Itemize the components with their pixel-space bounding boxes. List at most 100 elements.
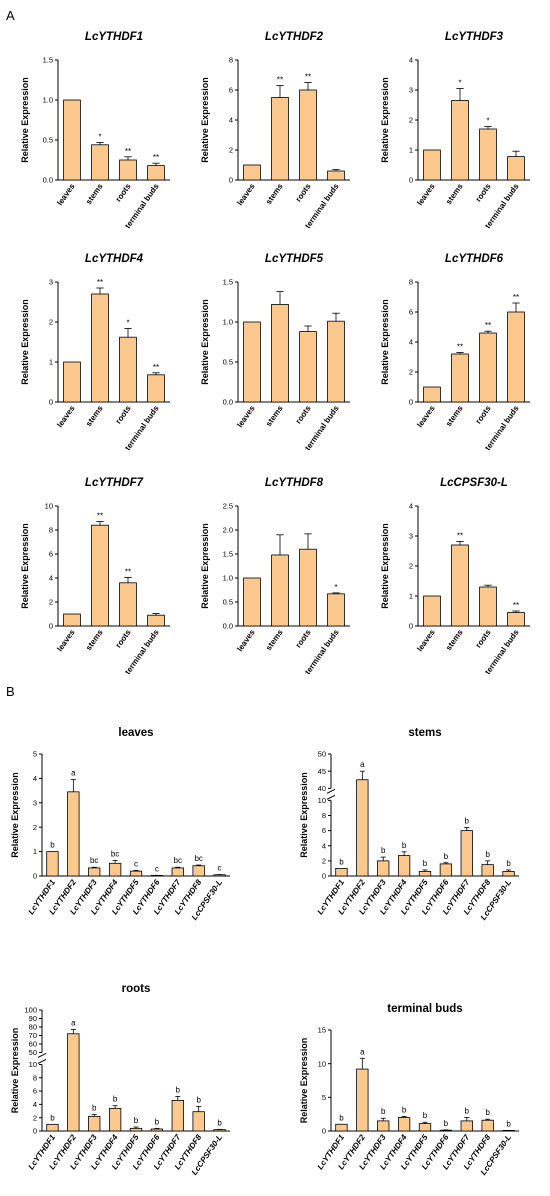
y-tick-label: 1.5 <box>223 278 233 287</box>
x-tick-label: leaves <box>415 182 437 208</box>
x-tick-label: stems <box>444 628 465 653</box>
y-tick-label: 2 <box>33 1113 37 1122</box>
y-tick-label: 0 <box>49 622 53 631</box>
significance-label: ** <box>153 363 159 372</box>
significance-label: b <box>444 1119 449 1128</box>
bar-roots <box>119 159 137 181</box>
significance-label: a <box>71 769 76 778</box>
y-tick-label: 3 <box>409 532 413 541</box>
y-tick-label: 0.0 <box>223 622 233 631</box>
significance-label: b <box>485 1108 490 1117</box>
y-axis-label: Relative Expression <box>10 772 20 858</box>
axis-break-mark <box>326 788 336 794</box>
bar-lcythdf5 <box>418 871 432 877</box>
chart-title: LcYTHDF1 <box>85 31 143 43</box>
y-tick-label: 0 <box>33 872 37 881</box>
y-tick-label: 0 <box>409 176 413 185</box>
y-tick-label: 2 <box>322 856 326 865</box>
y-tick-label: 5 <box>322 1093 326 1102</box>
significance-label: ** <box>277 76 283 85</box>
bar-terminal-buds <box>147 614 165 627</box>
significance-label: ** <box>305 73 311 82</box>
y-tick-label: 0.0 <box>223 398 233 407</box>
x-tick-label: stems <box>84 404 105 429</box>
significance-label: b <box>402 1106 407 1115</box>
significance-label: ** <box>513 293 519 302</box>
x-tick-label: stems <box>444 182 465 207</box>
x-tick-label: stems <box>84 182 105 207</box>
significance-label: * <box>458 79 461 88</box>
bar-lcythdf8 <box>192 865 205 877</box>
y-axis-label: Relative Expression <box>299 1038 309 1124</box>
bar-leaves <box>423 386 441 403</box>
x-tick-label: stems <box>444 404 465 429</box>
significance-label: ** <box>457 343 463 352</box>
bar-stems <box>91 293 109 403</box>
chart-title: leaves <box>118 727 153 739</box>
significance-label: b <box>217 1118 222 1127</box>
charts: 0.0 0.5 1.0 1.5 LcYTHDF1 Relative Expression l… <box>10 31 530 1177</box>
significance-label: bc <box>90 856 98 865</box>
y-tick-label: 1.0 <box>43 96 53 105</box>
bar-terminal-buds <box>327 593 345 627</box>
x-tick-label: roots <box>294 404 313 426</box>
bar-lcythdf1 <box>46 1123 59 1132</box>
significance-label: b <box>465 1107 470 1116</box>
y-tick-label: 1 <box>33 847 37 856</box>
bar-lcythdf7 <box>171 1099 184 1132</box>
y-tick-label: 4 <box>49 574 53 583</box>
significance-label: b <box>381 1107 386 1116</box>
bar-stems <box>451 544 469 627</box>
bar-lcythdf2 <box>356 779 369 877</box>
bar-terminal-buds <box>327 320 345 403</box>
significance-label: b <box>50 841 55 850</box>
x-tick-label: leaves <box>235 182 257 208</box>
y-tick-label: 3 <box>409 86 413 95</box>
bar-lcythdf4 <box>397 1117 411 1132</box>
axis-break-mark <box>37 1053 47 1058</box>
x-tick-label: roots <box>114 628 133 650</box>
x-tick-label: leaves <box>235 404 257 430</box>
panel-label-b: B <box>6 684 15 699</box>
x-tick-label: roots <box>294 628 313 650</box>
bar-lcythdf7 <box>171 867 184 877</box>
bar-leaves <box>63 613 81 627</box>
y-tick-label: 4 <box>229 116 233 125</box>
y-tick-label: 2 <box>409 116 413 125</box>
significance-label: b <box>423 1111 428 1120</box>
bar-lccpsf30-l <box>213 874 226 877</box>
bar-stems <box>91 144 109 181</box>
bar-lcythdf7 <box>460 1120 473 1132</box>
y-tick-label: 0 <box>229 176 233 185</box>
y-tick-label: 40 <box>318 784 326 793</box>
y-tick-label: 1.5 <box>43 56 53 65</box>
x-tick-label: leaves <box>55 628 77 654</box>
significance-label: b <box>155 1117 160 1126</box>
chart-title: LcYTHDF5 <box>265 253 324 265</box>
y-tick-label: 70 <box>29 1031 37 1040</box>
bar-lcythdf8 <box>481 864 494 877</box>
x-tick-label: stems <box>84 628 105 653</box>
chart-title: terminal buds <box>387 1003 462 1015</box>
significance-label: ** <box>125 147 131 156</box>
y-axis-label: Relative Expression <box>380 77 390 163</box>
significance-label: ** <box>485 321 491 330</box>
bar-stems <box>271 97 289 181</box>
y-tick-label: 8 <box>33 1073 37 1082</box>
y-axis-label: Relative Expression <box>200 523 210 609</box>
chart-title: stems <box>408 727 441 739</box>
bar-terminal-buds <box>507 156 525 181</box>
significance-label: c <box>155 864 159 873</box>
bar-stems <box>451 100 469 181</box>
significance-label: b <box>506 1120 511 1129</box>
y-tick-label: 6 <box>33 1087 37 1096</box>
y-tick-label: 4 <box>409 56 413 65</box>
bar-lcythdf2 <box>67 1033 80 1132</box>
y-tick-label: 4 <box>322 841 326 850</box>
bar-leaves <box>243 164 261 181</box>
y-tick-label: 8 <box>409 278 413 287</box>
y-tick-label: 10 <box>318 1059 326 1068</box>
y-axis-label: Relative Expression <box>200 299 210 385</box>
y-tick-label: 60 <box>29 1040 37 1049</box>
